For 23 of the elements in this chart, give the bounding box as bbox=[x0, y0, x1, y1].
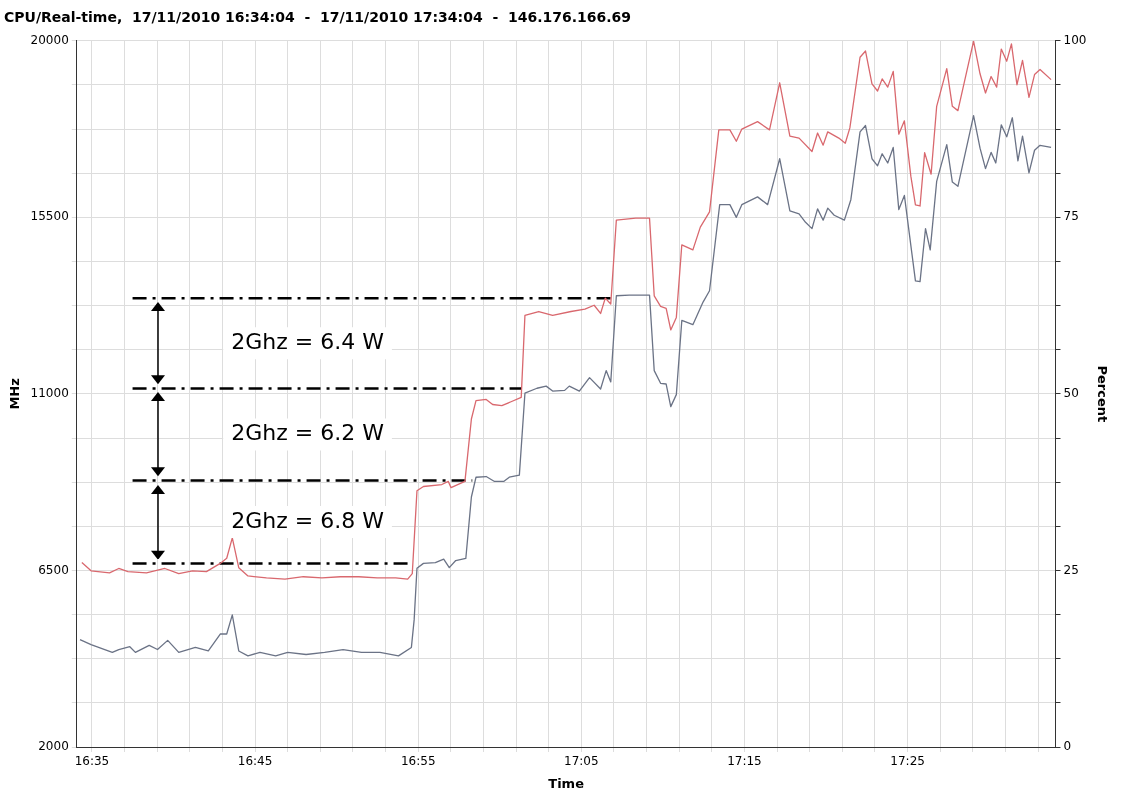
y2-axis-title: Percent bbox=[1094, 365, 1110, 423]
y2-tick-label: 0 bbox=[1063, 739, 1072, 754]
x-tick-label: 17:25 bbox=[890, 754, 925, 769]
y2-tick-label: 25 bbox=[1063, 562, 1079, 577]
y2-tick-label: 50 bbox=[1063, 386, 1079, 401]
x-tick-label: 17:05 bbox=[564, 754, 599, 769]
y-tick-label: 20000 bbox=[30, 32, 69, 47]
chart-title: CPU/Real-time, 17/11/2010 16:34:04 - 17/11/2010 17:34:04 - 146.176.166.69 bbox=[4, 9, 632, 26]
y-axis-title: MHz bbox=[7, 378, 23, 410]
y-tick-label: 2000 bbox=[38, 739, 69, 754]
annotation: 2Ghz = 6.8 W bbox=[231, 507, 385, 533]
y2-tick-label: 100 bbox=[1063, 32, 1087, 47]
annotation: 2Ghz = 6.2 W bbox=[231, 420, 385, 446]
x-tick-label: 17:15 bbox=[727, 754, 762, 769]
x-tick-label: 16:35 bbox=[74, 754, 110, 769]
y-tick-label: 6500 bbox=[38, 562, 69, 577]
x-axis-title: Time bbox=[548, 775, 585, 791]
x-tick-label: 16:55 bbox=[400, 754, 436, 769]
y2-tick-label: 75 bbox=[1063, 209, 1079, 224]
x-tick-label: 16:45 bbox=[237, 754, 273, 769]
annotation: 2Ghz = 6.4 W bbox=[231, 329, 385, 355]
y-tick-label: 11000 bbox=[30, 386, 69, 401]
y-tick-label: 15500 bbox=[30, 209, 69, 224]
